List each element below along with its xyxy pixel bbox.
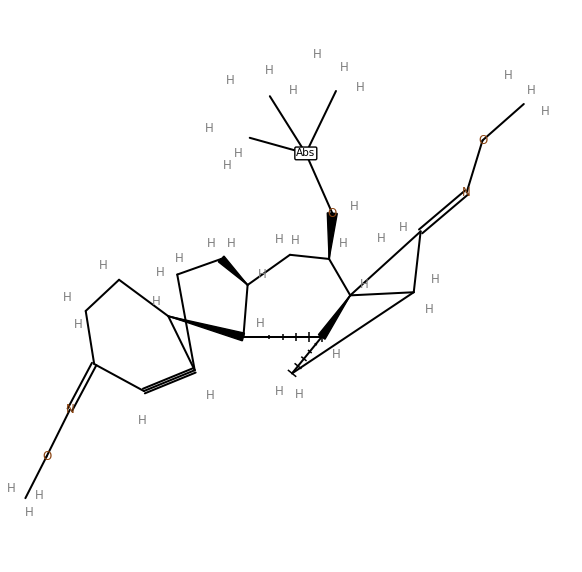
Text: H: H <box>291 234 300 247</box>
Text: H: H <box>289 85 298 97</box>
Text: H: H <box>541 105 549 118</box>
Text: H: H <box>275 384 284 398</box>
Text: H: H <box>503 69 512 82</box>
Text: H: H <box>99 259 108 272</box>
Text: H: H <box>36 488 44 502</box>
Polygon shape <box>168 316 244 341</box>
Text: H: H <box>275 233 284 246</box>
Text: H: H <box>257 268 267 281</box>
Text: H: H <box>527 85 536 97</box>
Text: H: H <box>226 74 235 87</box>
Text: N: N <box>462 186 471 199</box>
Text: H: H <box>360 279 368 292</box>
Text: H: H <box>425 303 434 316</box>
Polygon shape <box>218 256 247 285</box>
Text: H: H <box>74 319 83 332</box>
Text: H: H <box>223 159 232 172</box>
Text: H: H <box>205 122 214 136</box>
Text: H: H <box>207 237 216 250</box>
Text: H: H <box>264 63 273 77</box>
Text: H: H <box>152 295 161 308</box>
Text: H: H <box>399 221 407 235</box>
Text: H: H <box>350 200 359 213</box>
Text: H: H <box>234 147 243 160</box>
Text: N: N <box>65 403 74 416</box>
Text: H: H <box>24 506 34 519</box>
Text: H: H <box>137 414 146 427</box>
Polygon shape <box>327 213 337 259</box>
Text: O: O <box>478 134 487 147</box>
Text: H: H <box>356 81 364 94</box>
Text: H: H <box>155 267 164 280</box>
Text: H: H <box>7 482 16 495</box>
Text: H: H <box>339 237 347 250</box>
Text: O: O <box>328 206 337 220</box>
Text: H: H <box>313 48 322 61</box>
Text: H: H <box>256 317 265 330</box>
Text: H: H <box>228 237 236 250</box>
Text: H: H <box>377 232 385 245</box>
Text: H: H <box>294 388 303 400</box>
Text: H: H <box>431 273 439 286</box>
Text: H: H <box>206 389 215 402</box>
Text: H: H <box>339 61 348 74</box>
Text: Abs: Abs <box>296 148 315 158</box>
Text: H: H <box>332 348 340 361</box>
Text: H: H <box>63 291 72 304</box>
Text: O: O <box>42 450 51 463</box>
Polygon shape <box>318 295 350 339</box>
Text: H: H <box>175 252 183 265</box>
